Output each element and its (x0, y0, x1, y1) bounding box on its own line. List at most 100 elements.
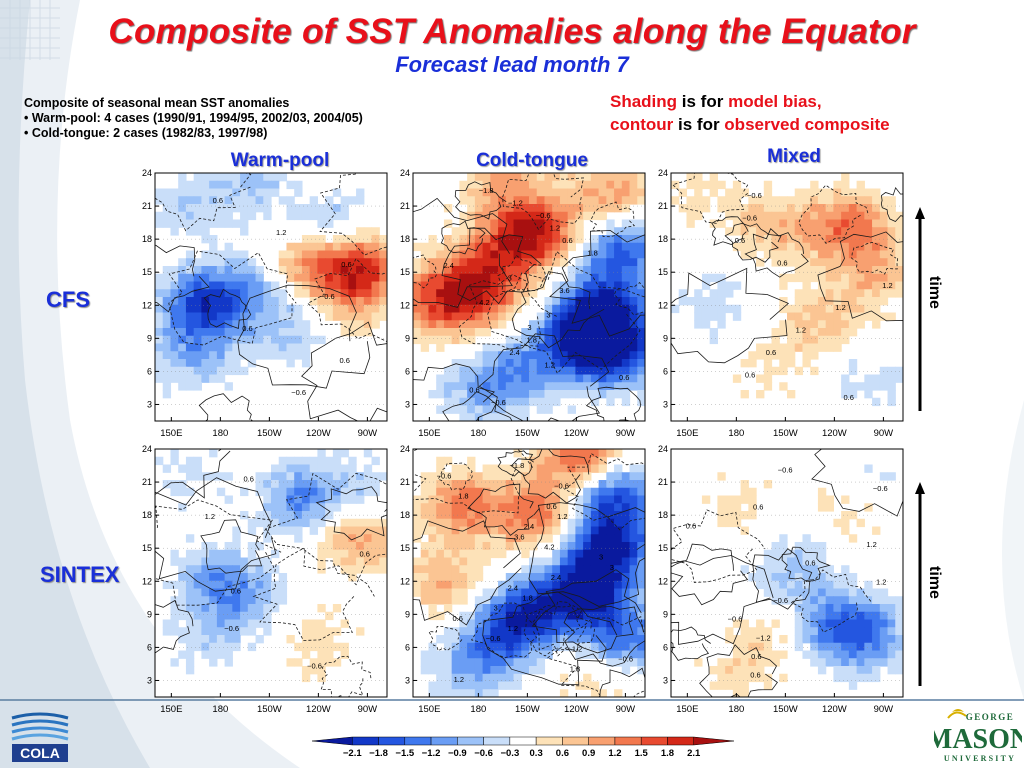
shading-cell (763, 642, 773, 652)
shading-cell (629, 487, 638, 497)
shading-cell (443, 390, 453, 399)
shading-cell (559, 227, 569, 236)
shading-cell (583, 549, 592, 559)
shading-cell (216, 266, 226, 275)
shading-cell (474, 211, 484, 221)
shading-cell (363, 258, 373, 267)
shading-cell (887, 619, 896, 628)
shading-cell (701, 204, 711, 213)
shading-cell (201, 366, 210, 376)
shading-cell (732, 196, 742, 205)
shading-cell (536, 335, 546, 345)
shading-cell (490, 689, 499, 697)
shading-cell (325, 258, 334, 267)
shading-cell (756, 242, 765, 252)
shading-cell (332, 456, 342, 466)
shading-cell (833, 642, 842, 652)
shading-cell (583, 289, 592, 298)
shading-cell (451, 689, 460, 697)
shading-cell (864, 204, 873, 213)
shading-cell (567, 565, 576, 574)
shading-cell (340, 250, 349, 259)
shading-cell (216, 596, 226, 605)
shading-cell (224, 304, 233, 314)
shading-cell (606, 382, 615, 391)
shading-cell (521, 180, 530, 190)
shading-cell (810, 289, 819, 298)
shading-cell (794, 335, 804, 345)
shading-cell (420, 542, 430, 551)
shading-cell (505, 642, 515, 652)
shading-cell (490, 312, 499, 321)
shading-cell (451, 673, 460, 683)
shading-cell (763, 242, 773, 252)
shading-cell (294, 480, 303, 489)
shading-cell (817, 650, 827, 659)
shading-cell (498, 304, 507, 314)
shading-cell (552, 580, 561, 590)
shading-cell (771, 258, 780, 267)
shading-cell (598, 351, 607, 360)
shading-cell (544, 642, 553, 652)
shading-cell (817, 658, 827, 667)
shading-cell (567, 518, 576, 528)
shading-cell (459, 487, 468, 497)
shading-cell (363, 328, 373, 337)
shading-cell (294, 487, 303, 497)
shading-cell (451, 681, 460, 690)
shading-cell (614, 580, 623, 590)
shading-cell (482, 273, 491, 283)
gmu-logo-university: UNIVERSITY (944, 754, 1016, 763)
shading-cell (263, 619, 272, 628)
shading-cell (810, 250, 819, 259)
shading-cell (575, 495, 584, 504)
shading-cell (725, 681, 734, 690)
shading-cell (178, 611, 187, 621)
shading-cell (294, 526, 303, 535)
shading-cell (590, 320, 600, 329)
shading-cell (428, 557, 437, 566)
shading-cell (590, 281, 600, 290)
shading-cell (614, 289, 623, 298)
shading-cell (817, 503, 827, 512)
shading-cell (309, 503, 318, 512)
shading-cell (309, 666, 318, 675)
shading-cell (529, 351, 538, 360)
shading-cell (178, 596, 187, 605)
shading-cell (575, 328, 584, 337)
shading-cell (170, 281, 179, 290)
shading-cell (317, 235, 326, 244)
shading-cell (529, 258, 538, 267)
shading-cell (817, 588, 827, 597)
shading-cell (474, 495, 484, 504)
shading-cell (224, 495, 233, 504)
shading-cell (763, 250, 773, 259)
shading-cell (732, 650, 742, 659)
shading-cell (810, 219, 819, 228)
shading-cell (436, 456, 445, 466)
shading-cell (467, 565, 476, 574)
y-tick-label: 6 (663, 366, 668, 376)
shading-cell (332, 549, 342, 559)
shading-cell (474, 366, 484, 376)
shading-cell (552, 188, 561, 197)
shading-cell (286, 328, 295, 337)
panel-frame (670, 172, 904, 422)
shading-cell (459, 266, 468, 275)
shading-cell (201, 289, 210, 298)
shading-cell (763, 351, 773, 360)
shading-cell (201, 573, 210, 582)
shading-cell (887, 397, 896, 407)
shading-cell (451, 304, 460, 314)
shading-cell (621, 480, 631, 489)
shading-cell (678, 188, 688, 197)
shading-cell (810, 611, 819, 621)
shading-cell (810, 343, 819, 352)
shading-cell (209, 204, 218, 213)
x-tick-label: 180 (212, 428, 228, 439)
shading-cell (740, 204, 749, 213)
shading-cell (590, 557, 600, 566)
shading-cell (872, 281, 881, 290)
shading-cell (598, 374, 607, 383)
shading-cell (559, 297, 569, 306)
